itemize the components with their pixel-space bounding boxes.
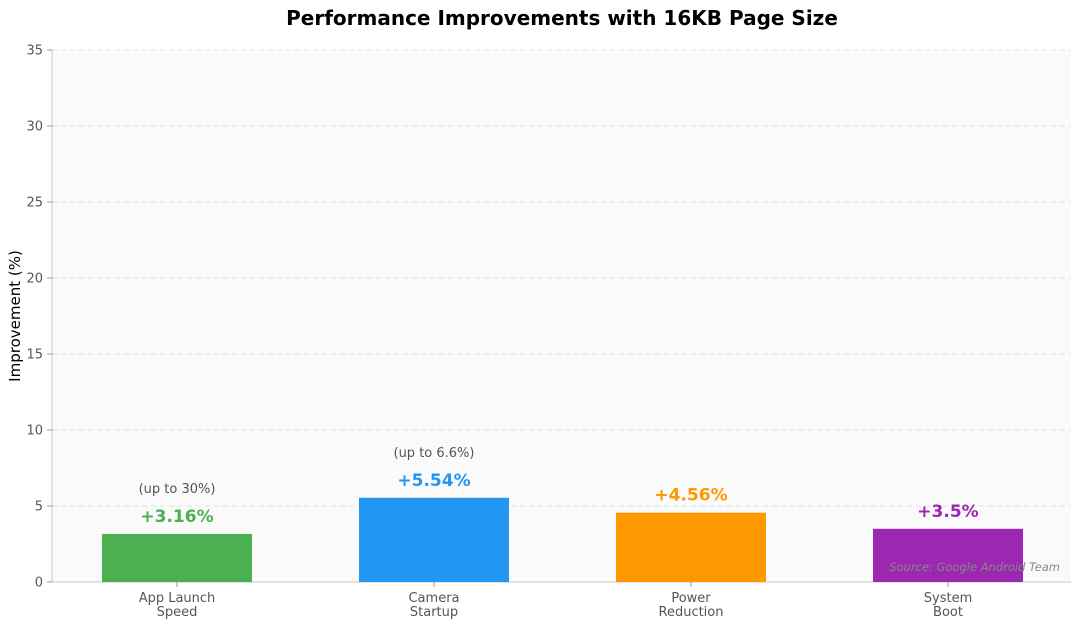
bar-value-label: +4.56% bbox=[654, 486, 727, 506]
bar-value-label: +3.16% bbox=[140, 507, 213, 527]
y-ticks: 0 5 10 15 20 25 30 35 bbox=[26, 44, 52, 591]
bar-note: (up to 30%) bbox=[139, 482, 216, 497]
x-tick-label: System Boot bbox=[924, 591, 972, 620]
y-tick-label: 35 bbox=[26, 44, 43, 59]
y-tick-label: 0 bbox=[35, 576, 43, 591]
y-tick-label: 30 bbox=[26, 120, 43, 135]
bar-value-label: +5.54% bbox=[397, 471, 470, 491]
plot-area bbox=[52, 50, 1071, 582]
x-ticks: App Launch Speed Camera Startup Power Reducti… bbox=[139, 582, 972, 620]
y-tick-label: 20 bbox=[26, 272, 43, 287]
x-tick-label: App Launch Speed bbox=[139, 591, 216, 620]
bar bbox=[102, 533, 252, 582]
bar bbox=[359, 497, 509, 582]
bar bbox=[873, 528, 1023, 582]
x-tick-label: Power Reduction bbox=[659, 591, 724, 620]
chart-title: Performance Improvements with 16KB Page … bbox=[286, 6, 838, 30]
x-tick-label: Camera Startup bbox=[408, 591, 459, 620]
y-tick-label: 10 bbox=[26, 424, 43, 439]
bars bbox=[102, 497, 1023, 582]
bar bbox=[616, 512, 766, 582]
bar-value-label: +3.5% bbox=[917, 502, 978, 522]
grid-lines bbox=[52, 49, 1071, 507]
y-tick-label: 25 bbox=[26, 196, 43, 211]
y-tick-label: 5 bbox=[35, 500, 43, 515]
source-note: Source: Google Android Team bbox=[889, 560, 1060, 574]
bar-labels: +3.16% (up to 30%) +5.54% (up to 6.6%) +4.56… bbox=[139, 446, 979, 527]
bar-note: (up to 6.6%) bbox=[394, 446, 475, 461]
y-tick-label: 15 bbox=[26, 348, 43, 363]
y-axis-label: Improvement (%) bbox=[6, 250, 24, 382]
